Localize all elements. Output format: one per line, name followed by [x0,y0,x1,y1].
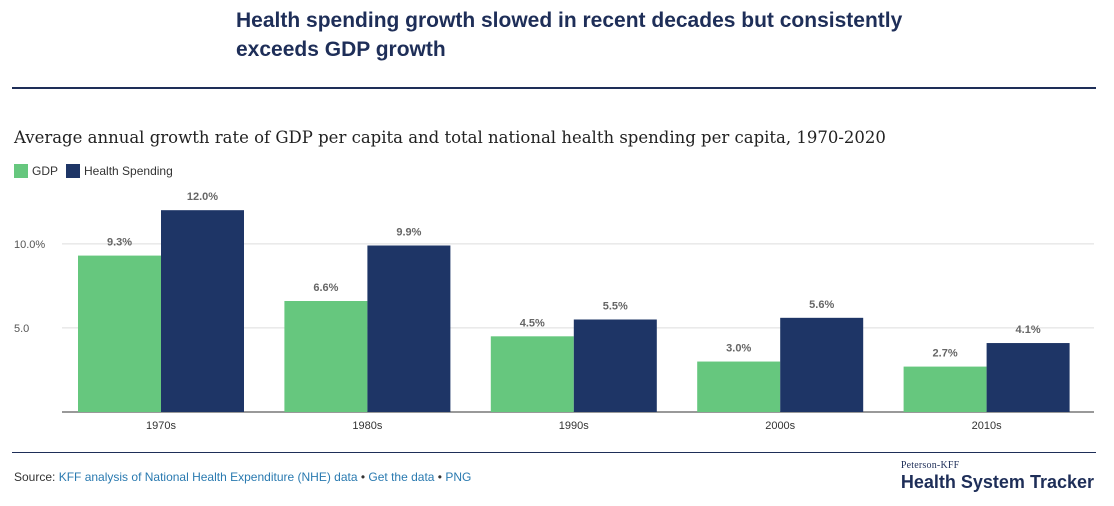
data-label: 4.5% [520,317,545,329]
data-label: 9.9% [396,227,421,239]
data-label: 2.7% [933,348,958,360]
data-label: 3.0% [726,343,751,355]
data-label: 6.6% [313,282,338,294]
bar-gdp [490,336,574,412]
legend-item-health-spending: Health Spending [66,164,173,178]
get-the-data-link[interactable]: Get the data [368,470,435,484]
footer-divider [12,452,1096,453]
header-divider [12,87,1096,89]
bar-chart: 5.0 10.0% 9.3% 12.0% 1970s 6.6% 9.9% 1980s 4.5% 5… [14,191,1094,432]
png-link[interactable]: PNG [445,470,472,484]
brand-logo: Peterson-KFF Health System Tracker [901,460,1094,493]
x-tick-label: 1980s [352,420,382,432]
chart-legend: GDP Health Spending [14,164,181,178]
bar-health-spending [573,319,657,412]
bar-gdp [697,361,781,412]
source-link[interactable]: KFF analysis of National Health Expendit… [58,470,358,484]
brand-name: Health System Tracker [900,472,1094,492]
bar-gdp [78,255,161,412]
legend-swatch-gdp [14,164,28,178]
source-footer: Source: KFF analysis of National Health … [14,470,471,484]
x-tick-label: 2010s [972,420,1002,432]
bar-health-spending [780,317,864,412]
legend-swatch-health-spending [66,164,81,178]
brand-small-text: Peterson-KFF [900,460,960,471]
data-label: 4.1% [1016,324,1041,336]
source-prefix: Source: [14,470,56,484]
data-label: 5.5% [603,301,628,313]
y-tick-label: 5.0 [14,323,29,335]
bar-health-spending [367,245,451,412]
x-tick-label: 1970s [146,420,176,432]
legend-label-health-spending: Health Spending [84,164,173,178]
x-tick-label: 1990s [559,420,589,432]
x-tick-label: 2000s [765,420,795,432]
bar-health-spending [986,343,1070,412]
y-tick-label: 10.0% [14,239,45,251]
legend-label-gdp: GDP [32,164,59,178]
chart-subtitle: Average annual growth rate of GDP per ca… [14,128,886,147]
footer-separator: • [360,470,366,484]
chart-headline: Health spending growth slowed in recent … [236,9,903,61]
data-label: 5.6% [809,299,834,311]
data-label: 9.3% [107,237,132,249]
footer-separator: • [437,470,442,484]
data-label: 12.0% [187,191,218,203]
bar-gdp [903,366,987,412]
legend-item-gdp: GDP [14,164,58,178]
bar-health-spending [161,210,244,412]
bar-gdp [284,301,368,412]
